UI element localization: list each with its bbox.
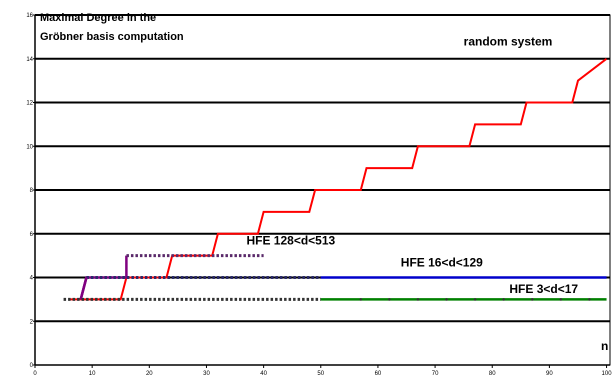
- y-tick-label: 2: [30, 319, 34, 325]
- annotations: random system HFE 128<d<513 HFE 16<d<129 HF…: [246, 35, 578, 296]
- chart-title-line-2: Gröbner basis computation: [40, 31, 184, 43]
- chart-title-line-1: Maximal Degree in the: [40, 12, 156, 24]
- x-tick-label: 60: [375, 371, 382, 377]
- series-marker: [588, 298, 591, 301]
- x-tick-label: 70: [432, 371, 439, 377]
- tick-labels: 0 2 4 6 8 10 12 14 16 0 10 20 30 40 50 60 70 80 90 100: [26, 13, 612, 377]
- x-tick-label: 90: [546, 371, 553, 377]
- series-line-random-system: [69, 58, 608, 301]
- annotation-label: random system: [464, 35, 553, 49]
- series-2: [79, 276, 607, 300]
- x-tick-label: 20: [146, 371, 153, 377]
- y-tick-label: 14: [26, 57, 33, 63]
- x-tick-label: 10: [89, 371, 96, 377]
- y-tick-label: 8: [30, 188, 34, 194]
- series-riser-hfe-16: [79, 277, 88, 300]
- x-tick-label: 50: [317, 371, 324, 377]
- series-marker: [416, 298, 420, 301]
- series-3: [63, 297, 607, 301]
- y-tick-label: 4: [30, 276, 34, 282]
- series-marker: [502, 298, 505, 301]
- y-tick-label: 12: [26, 101, 33, 107]
- x-axis-label: n: [601, 339, 608, 353]
- x-tick-label: 0: [33, 371, 37, 377]
- annotation-label: HFE 16<d<129: [401, 256, 483, 270]
- y-tick-label: 6: [30, 232, 34, 238]
- series-marker: [359, 298, 363, 301]
- y-tick-label: 10: [26, 144, 33, 150]
- series-marker: [388, 298, 391, 301]
- y-tick-label: 16: [26, 13, 33, 19]
- series-marker: [445, 298, 448, 301]
- series-0: [69, 58, 608, 301]
- series-group: [63, 58, 608, 301]
- x-tick-label: 80: [489, 371, 496, 377]
- annotation-label: HFE 128<d<513: [246, 234, 335, 248]
- x-tick-label: 40: [260, 371, 267, 377]
- annotation-label: HFE 3<d<17: [509, 282, 578, 296]
- y-tick-label: 0: [30, 363, 34, 369]
- x-tick-label: 100: [602, 371, 613, 377]
- series-marker: [559, 298, 563, 301]
- x-tick-label: 30: [203, 371, 210, 377]
- series-marker: [530, 298, 534, 301]
- series-marker: [473, 298, 477, 301]
- gridlines: [35, 14, 610, 323]
